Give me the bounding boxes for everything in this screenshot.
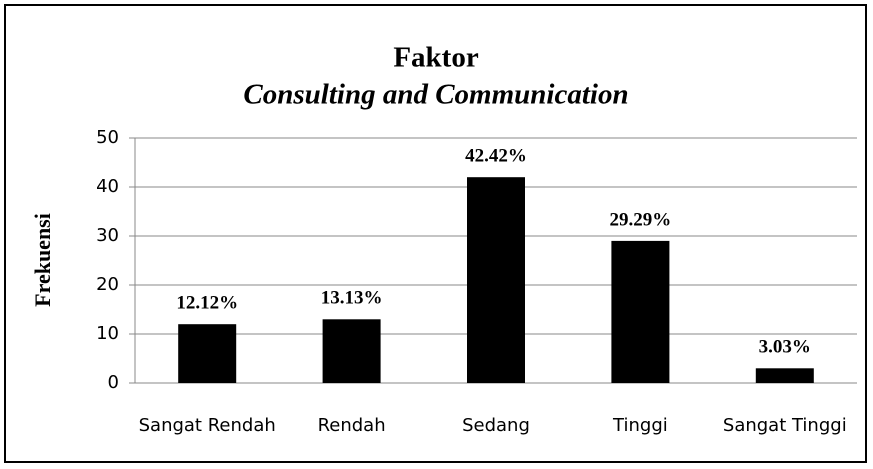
data-label: 29.29% [610, 209, 672, 230]
chart-title: Faktor [393, 42, 479, 74]
bar [322, 319, 381, 383]
bar [178, 324, 237, 383]
x-tick-label: Sedang [462, 415, 530, 436]
x-tick-label: Tinggi [612, 415, 668, 436]
y-tick-label: 40 [96, 176, 119, 197]
x-tick-label: Rendah [318, 415, 386, 436]
x-tick-label: Sangat Rendah [139, 415, 276, 436]
bar [755, 368, 814, 383]
y-tick-label: 30 [96, 225, 119, 246]
bar [611, 240, 670, 383]
data-label: 13.13% [321, 288, 383, 309]
bar [467, 177, 525, 383]
chart-frame [4, 4, 867, 463]
data-label: 3.03% [759, 337, 811, 358]
data-label: 42.42% [465, 146, 527, 167]
y-tick-label: 20 [96, 274, 119, 295]
y-tick-label: 0 [108, 372, 119, 393]
y-tick-label: 10 [96, 323, 119, 344]
x-tick-label: Sangat Tinggi [723, 415, 847, 436]
data-label: 12.12% [176, 293, 238, 314]
chart-subtitle: Consulting and Communication [243, 79, 628, 111]
y-tick-label: 50 [96, 127, 119, 148]
y-axis-label: Frekuensi [30, 213, 55, 307]
